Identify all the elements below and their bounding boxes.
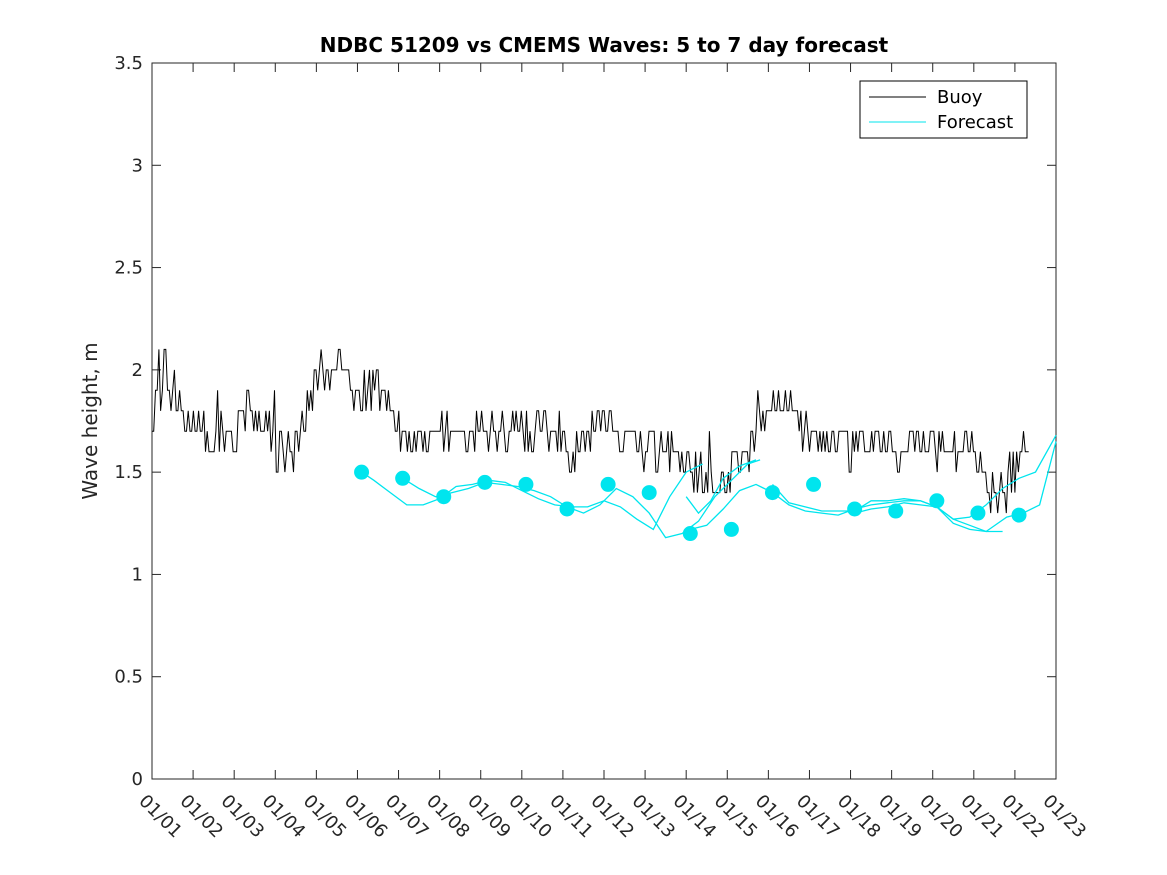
forecast-marker bbox=[929, 493, 945, 509]
x-tick-label: 01/05 bbox=[299, 791, 351, 843]
legend: Buoy Forecast bbox=[859, 80, 1028, 139]
forecast-marker bbox=[600, 476, 616, 492]
legend-box bbox=[859, 80, 1028, 139]
x-tick-label: 01/14 bbox=[669, 791, 721, 843]
x-tick-label: 01/23 bbox=[1038, 791, 1090, 843]
forecast-line bbox=[685, 459, 757, 515]
x-tick-label: 01/16 bbox=[751, 791, 803, 843]
forecast-marker bbox=[436, 489, 452, 505]
forecast-line bbox=[854, 502, 1003, 533]
x-tick-label: 01/06 bbox=[340, 791, 392, 843]
x-tick-label: 01/11 bbox=[545, 791, 597, 843]
x-tick-label: 01/21 bbox=[956, 791, 1008, 843]
forecast-marker bbox=[682, 526, 698, 542]
forecast-marker bbox=[888, 503, 904, 519]
forecast-marker bbox=[764, 485, 780, 501]
forecast-marker bbox=[847, 501, 863, 517]
y-tick-label: 1 bbox=[132, 564, 143, 585]
x-tick-label: 01/01 bbox=[134, 791, 186, 843]
forecast-line bbox=[772, 441, 1057, 533]
forecast-marker bbox=[395, 470, 411, 486]
x-tick-label: 01/18 bbox=[833, 791, 885, 843]
y-axis: 0 0.5 1 1.5 2 2.5 3 3.5 bbox=[114, 53, 1056, 790]
series-layer bbox=[152, 348, 1057, 539]
forecast-line bbox=[690, 434, 1057, 531]
chart-title: NDBC 51209 vs CMEMS Waves: 5 to 7 day fo… bbox=[320, 33, 889, 57]
plot-area bbox=[151, 62, 1057, 780]
legend-forecast-label: Forecast bbox=[937, 112, 1013, 133]
forecast-marker bbox=[559, 501, 575, 517]
x-tick-label: 01/12 bbox=[586, 791, 638, 843]
y-tick-label: 1.5 bbox=[114, 462, 143, 483]
buoy-line bbox=[152, 348, 1029, 514]
legend-buoy-label: Buoy bbox=[937, 87, 983, 108]
forecast-marker bbox=[354, 464, 370, 480]
x-tick-label: 01/17 bbox=[792, 791, 844, 843]
y-tick-label: 3.5 bbox=[114, 53, 143, 74]
y-tick-label: 0.5 bbox=[114, 667, 143, 688]
forecast-marker bbox=[806, 476, 822, 492]
y-tick-label: 3 bbox=[132, 155, 143, 176]
x-tick-label: 01/03 bbox=[217, 791, 269, 843]
forecast-marker bbox=[1011, 507, 1027, 523]
forecast-line bbox=[361, 463, 703, 531]
forecast-marker bbox=[723, 521, 739, 537]
x-tick-label: 01/07 bbox=[381, 791, 433, 843]
x-tick-label: 01/15 bbox=[710, 791, 762, 843]
x-tick-label: 01/08 bbox=[422, 791, 474, 843]
forecast-marker bbox=[970, 505, 986, 521]
x-tick-label: 01/09 bbox=[463, 791, 515, 843]
x-tick-label: 01/02 bbox=[176, 791, 228, 843]
x-tick-label: 01/10 bbox=[504, 791, 556, 843]
y-tick-label: 2 bbox=[132, 360, 143, 381]
forecast-marker bbox=[641, 485, 657, 501]
x-tick-label: 01/04 bbox=[258, 791, 310, 843]
y-axis-label: Wave height, m bbox=[78, 342, 102, 499]
x-tick-label: 01/22 bbox=[997, 791, 1049, 843]
forecast-marker bbox=[477, 474, 493, 490]
x-tick-label: 01/13 bbox=[628, 791, 680, 843]
x-tick-label: 01/20 bbox=[915, 791, 967, 843]
forecast-marker bbox=[518, 476, 534, 492]
forecast-markers bbox=[354, 464, 1027, 542]
y-tick-label: 2.5 bbox=[114, 258, 143, 279]
x-tick-label: 01/19 bbox=[874, 791, 926, 843]
y-tick-label: 0 bbox=[132, 769, 143, 790]
forecast-line bbox=[402, 459, 761, 539]
